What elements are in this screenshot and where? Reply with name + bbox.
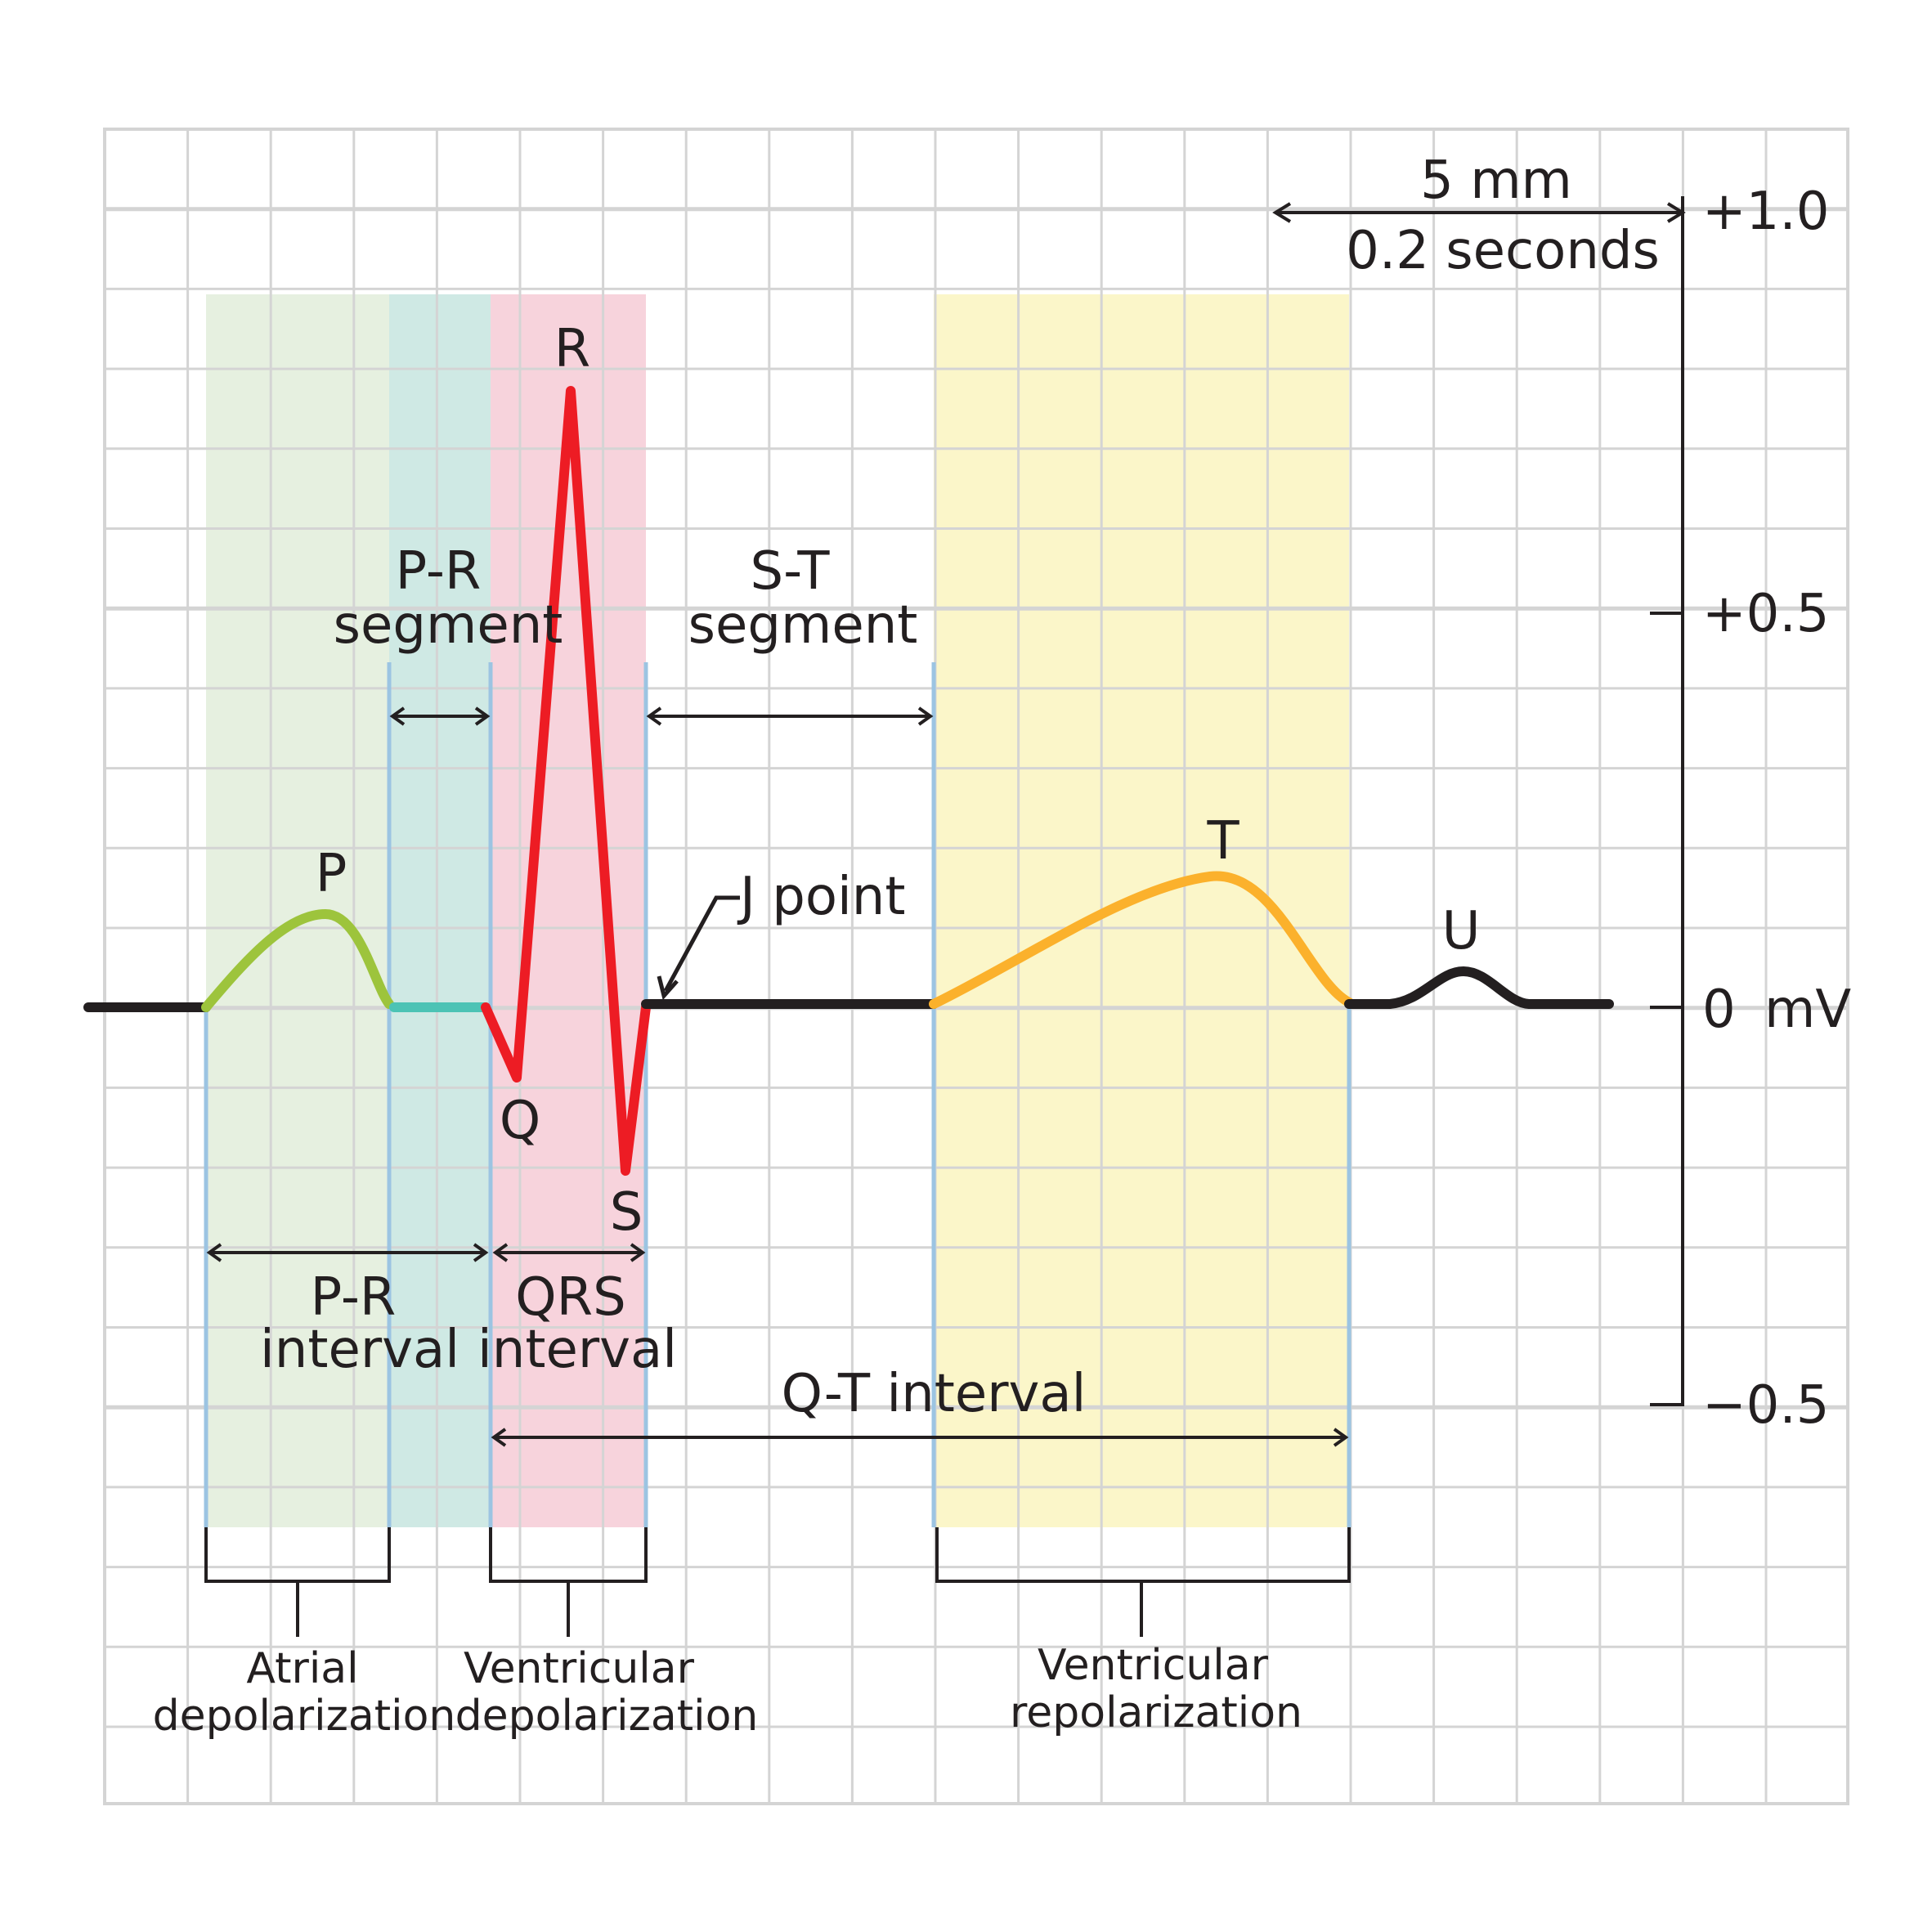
voltage-axis (1650, 196, 1684, 1406)
grid-border (103, 128, 1849, 1805)
ventricular-repolarization-label-line1: Ventricular (1038, 1641, 1269, 1690)
s-wave-label: S (610, 1182, 643, 1243)
pr-segment-label-line2: segment (334, 595, 563, 656)
st-segment-arrow-right-head (917, 706, 934, 726)
p-wave-label: P (316, 844, 347, 904)
ventricular-depolarization-bracket (489, 1527, 648, 1637)
atrial-depolarization-label-line2: depolarization (153, 1692, 456, 1741)
pr-interval-label-line1: P-R (311, 1267, 397, 1328)
qrs-interval-label-line1: QRS (515, 1267, 625, 1328)
scale-distance-label: 5 mm (1420, 150, 1572, 211)
t-wave-label: T (1206, 811, 1239, 872)
t-wave-zone (934, 294, 1349, 1527)
qrs-zone (491, 294, 646, 1527)
ventricular-repolarization-bracket (935, 1527, 1351, 1637)
interval-boundaries (204, 662, 1352, 1527)
scale-arrow-left-head (1272, 202, 1292, 223)
grid (103, 128, 1849, 1805)
pr-interval-arrow-left-head (206, 1243, 222, 1262)
st-segment-label-line2: segment (688, 595, 918, 656)
t-wave-curve (929, 871, 1354, 1009)
scale-time-label: 0.2 seconds (1346, 221, 1660, 281)
voltage-minus-half-label: −0.5 (1702, 1375, 1829, 1436)
ventricular-depolarization-label-line1: Ventricular (464, 1644, 695, 1693)
st-segment-arrow-left-head (646, 706, 662, 726)
voltage-plus-half-label: +0.5 (1702, 584, 1829, 644)
ventricular-repolarization-label-line2: repolarization (1010, 1688, 1302, 1737)
atrial-depolarization-label-line1: Atrial (246, 1644, 358, 1693)
j-point-label: J point (737, 867, 905, 927)
qt-interval-label: Q-T interval (782, 1364, 1087, 1424)
ventricular-depolarization-label-line2: depolarization (455, 1692, 759, 1741)
r-wave-label: R (554, 319, 590, 379)
pr-interval-label-line2: interval (260, 1320, 459, 1380)
st-segment-label-line1: S-T (751, 541, 831, 602)
phase-brackets (204, 1527, 1351, 1637)
pr-interval-arrow-right-head (473, 1243, 489, 1262)
qrs-interval-arrow-right-head (630, 1243, 646, 1262)
j-point-pointer (663, 895, 740, 993)
qrs-interval-label-line2: interval (477, 1320, 677, 1380)
atrial-depolarization-zone (206, 294, 389, 1527)
atrial-bracket (204, 1527, 391, 1637)
qt-interval-arrow-left-head (491, 1428, 507, 1447)
qrs-complex (481, 386, 651, 1176)
pr-segment-arrow-right-head (474, 706, 491, 726)
voltage-plus-one-label: +1.0 (1702, 182, 1829, 242)
q-wave-label: Q (500, 1091, 540, 1151)
labels: P Q R S T U P-R segment S-T segment J po… (153, 150, 1852, 1741)
u-wave-curve (1344, 966, 1614, 1009)
qt-interval-arrow-right-head (1333, 1428, 1349, 1447)
p-wave-curve (201, 909, 394, 1012)
pr-segment-zone (389, 294, 491, 1527)
qrs-interval-arrow-left-head (492, 1243, 509, 1262)
voltage-zero-label: 0 (1702, 979, 1736, 1040)
u-wave-label: U (1442, 901, 1481, 962)
ecg-trace (83, 386, 1614, 1176)
measurement-arrows (206, 202, 1686, 1447)
voltage-unit-label: mV (1764, 979, 1851, 1040)
pr-segment-label-line1: P-R (396, 541, 482, 602)
pr-segment-arrow-left-head (389, 706, 406, 726)
j-point-pointer-head (657, 975, 679, 1001)
